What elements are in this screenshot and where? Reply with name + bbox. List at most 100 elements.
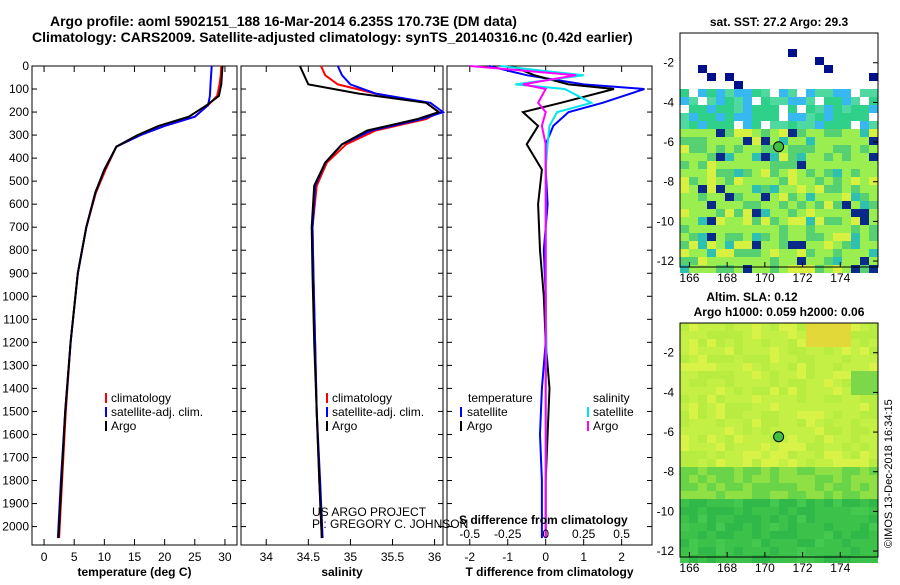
sla-map-cell [680, 395, 689, 403]
sla-map-cell [815, 555, 824, 563]
sst-map-cell [824, 129, 833, 137]
sst-map-cell [689, 193, 698, 201]
sst-map-cell [815, 257, 824, 265]
sla-map-cell [824, 547, 833, 555]
sla-map-cell [860, 491, 869, 499]
sst-map-cell [725, 153, 734, 161]
sst-map-cell [806, 153, 815, 161]
depth-tick-label: 1200 [2, 335, 29, 349]
sst-map-cell [833, 249, 842, 257]
sst-map-cell [707, 121, 716, 129]
sst-map-cell [743, 233, 752, 241]
sst-map-cell [833, 209, 842, 217]
salinity-xtick-label: 34.5 [297, 550, 321, 564]
depth-tick-label: 600 [9, 197, 29, 211]
sla-map-cell [797, 451, 806, 459]
depth-tick-label: 1400 [2, 381, 29, 395]
sst-map-cell [779, 241, 788, 249]
sla-map-cell [770, 347, 779, 355]
sla-map-cell [797, 403, 806, 411]
sla-map-cell [824, 411, 833, 419]
sla-map-cell [842, 451, 851, 459]
sla-map-cell [851, 347, 860, 355]
sst-map-cell [716, 169, 725, 177]
sst-map-cell [860, 137, 869, 145]
sla-map-cell [860, 379, 869, 387]
sla-map-cell [833, 515, 842, 523]
sla-map-cell [788, 419, 797, 427]
sst-map-cell [806, 89, 815, 97]
sst-map-cell [734, 249, 743, 257]
sla-map-cell [734, 403, 743, 411]
temperature-xtick-label: 15 [128, 550, 142, 564]
sla-map-cell [797, 531, 806, 539]
sla-map-cell [770, 387, 779, 395]
sst-map-cell [842, 97, 851, 105]
sla-map-cell [788, 555, 797, 563]
sla-map-cell [851, 515, 860, 523]
sla-map-cell [680, 515, 689, 523]
sla-map-cell [680, 547, 689, 555]
sst-map-cell [842, 249, 851, 257]
sst-map-cell [680, 257, 689, 265]
sst-map-cell [698, 265, 707, 273]
sla-map-cell [869, 523, 878, 531]
sla-map-cell [797, 411, 806, 419]
sla-map-cell [779, 531, 788, 539]
sst-map-cell [869, 241, 878, 249]
sla-map-cell [725, 387, 734, 395]
sla-map-cell [698, 483, 707, 491]
sla-map-cell [851, 363, 860, 371]
sst-map-cell [833, 233, 842, 241]
sst-map-cell [761, 105, 770, 113]
sst-map-cell [698, 209, 707, 217]
salinity-frame [240, 65, 444, 546]
sla-map-cell [833, 355, 842, 363]
sla-map-cell [842, 507, 851, 515]
sst-map-cell [689, 153, 698, 161]
sst-map-cell [815, 137, 824, 145]
sst-map-cell [869, 169, 878, 177]
sla-map-cell [779, 363, 788, 371]
sla-map-cell [815, 411, 824, 419]
sla-map-cell [698, 371, 707, 379]
sla-map-cell [761, 403, 770, 411]
sla-map-cell [833, 507, 842, 515]
sst-map-cell [797, 129, 806, 137]
sst-map-cell [716, 97, 725, 105]
sst-map-cell [869, 265, 878, 273]
sst-map-cell [725, 233, 734, 241]
sst-map-cell [851, 177, 860, 185]
sst-map-cell [752, 225, 761, 233]
sla-map-cell [851, 467, 860, 475]
sst-map-cell [869, 201, 878, 209]
sla-map-cell [779, 499, 788, 507]
sla-map-cell [833, 339, 842, 347]
sla-map-cell [752, 491, 761, 499]
salinity-xtick-label: 36 [428, 550, 442, 564]
sst-map-cell [815, 185, 824, 193]
sla-map-cell [743, 483, 752, 491]
sst-map-cell [797, 169, 806, 177]
sla-map-cell [797, 491, 806, 499]
sla-map-cell [860, 323, 869, 331]
sla-map-cell [842, 547, 851, 555]
salinity-series-climatology [311, 65, 441, 539]
sst-map-cell [680, 249, 689, 257]
sla-map-cell [761, 555, 770, 563]
sla-map-cell [698, 379, 707, 387]
sla-map-cell [779, 523, 788, 531]
sla-map-ytick-label: -6 [663, 425, 674, 439]
sla-map-cell [797, 371, 806, 379]
sst-map-cell [707, 145, 716, 153]
sla-map-cell [689, 379, 698, 387]
sst-map-cell [680, 161, 689, 169]
sla-map-cell [716, 411, 725, 419]
sla-map-cell [869, 347, 878, 355]
sst-map-cell [815, 233, 824, 241]
sla-map-cell [779, 371, 788, 379]
sla-map-cell [815, 475, 824, 483]
sst-map-cell [788, 105, 797, 113]
sla-map-cell [797, 459, 806, 467]
sla-map-cell [806, 539, 815, 547]
